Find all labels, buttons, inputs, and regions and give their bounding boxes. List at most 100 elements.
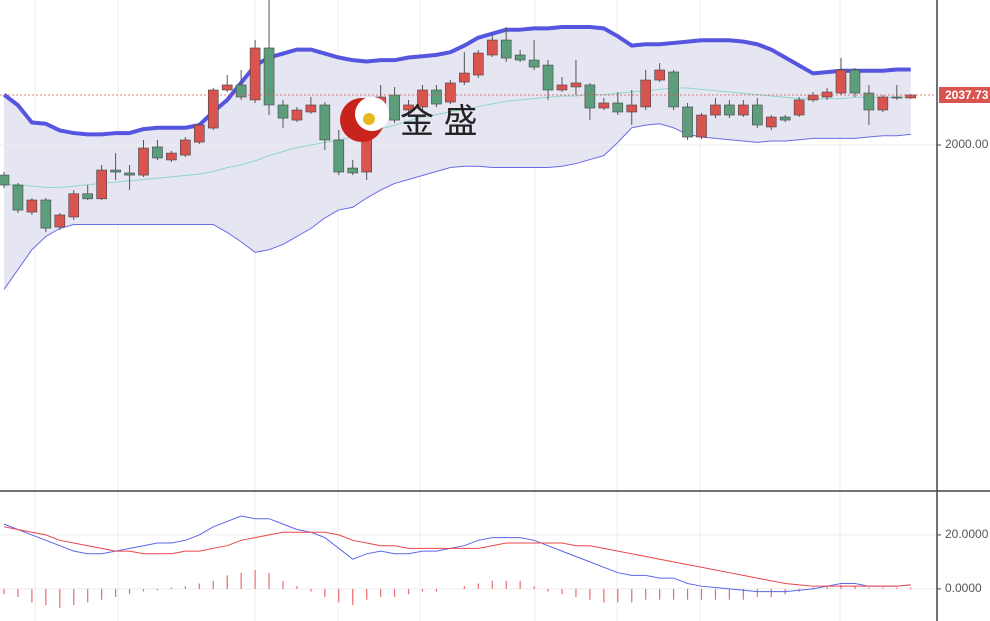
candle-body xyxy=(751,104,763,126)
candle xyxy=(445,80,456,105)
candle-body xyxy=(472,52,484,76)
candle-body xyxy=(40,199,52,229)
candle-body xyxy=(291,109,303,121)
candle-body xyxy=(514,54,526,61)
candle xyxy=(152,139,163,160)
candle xyxy=(235,69,247,100)
candle-body xyxy=(682,106,693,138)
candle-body xyxy=(333,139,345,173)
candle xyxy=(500,27,512,63)
candle-body xyxy=(221,84,233,91)
candle xyxy=(194,122,205,145)
candle-body xyxy=(319,104,331,141)
candle xyxy=(626,89,638,125)
candle xyxy=(417,84,428,111)
candle-body xyxy=(403,104,414,111)
candle xyxy=(26,198,38,215)
candle-body xyxy=(180,139,191,156)
candle-body xyxy=(612,102,624,113)
y-tick-label: 20.0000 xyxy=(945,527,989,541)
band-fill xyxy=(4,27,911,290)
candle-body xyxy=(207,89,219,129)
candle xyxy=(821,88,833,100)
candle-body xyxy=(542,64,554,91)
candle-body xyxy=(584,84,596,109)
candle-body xyxy=(598,102,610,109)
candle xyxy=(124,165,135,191)
candle xyxy=(542,60,554,100)
candle-body xyxy=(779,116,791,121)
candle-body xyxy=(459,72,470,83)
candle xyxy=(682,102,693,140)
candle-body xyxy=(528,59,540,68)
candle xyxy=(668,69,679,111)
candle xyxy=(486,34,498,57)
candle xyxy=(291,106,303,123)
candle-body xyxy=(68,193,80,218)
candle-body xyxy=(877,96,889,111)
macd-line xyxy=(3,526,911,587)
candle-body xyxy=(486,39,498,56)
candle xyxy=(472,49,484,79)
candle-body xyxy=(445,82,456,103)
candle xyxy=(305,97,317,114)
candle xyxy=(891,84,903,100)
candle-body xyxy=(500,39,512,59)
candle-body xyxy=(26,199,38,213)
candle xyxy=(696,113,707,140)
candle-body xyxy=(807,94,819,101)
candle-body xyxy=(305,104,317,113)
last-price-label: 2037.73 xyxy=(945,88,989,102)
candle xyxy=(779,115,791,123)
candle xyxy=(389,86,400,123)
candle xyxy=(612,91,624,116)
candle xyxy=(905,93,917,99)
candle-body xyxy=(738,104,749,116)
candle-body xyxy=(194,124,205,143)
y-tick-label: 2000.00 xyxy=(945,137,989,151)
candle xyxy=(459,51,470,85)
candle xyxy=(849,67,861,98)
candle-body xyxy=(235,84,247,98)
candle-body xyxy=(389,94,400,121)
candle-body xyxy=(626,104,638,113)
candle-body xyxy=(654,69,665,81)
candle xyxy=(877,95,889,112)
candle xyxy=(835,58,847,96)
candle xyxy=(863,84,875,125)
candle xyxy=(347,159,359,176)
candle-body xyxy=(12,184,24,211)
candle-body xyxy=(821,91,833,98)
candle xyxy=(96,165,107,201)
candle xyxy=(556,77,568,92)
candle-body xyxy=(152,146,163,159)
candle-body xyxy=(849,69,861,94)
candle xyxy=(333,130,345,176)
candle-body xyxy=(263,47,275,106)
candle xyxy=(54,212,66,231)
candle-body xyxy=(110,169,121,173)
candle xyxy=(249,40,261,103)
candle xyxy=(207,88,219,131)
candle-body xyxy=(166,152,177,161)
candle-body xyxy=(668,71,679,108)
candle xyxy=(528,40,540,70)
candle xyxy=(40,198,52,233)
candle xyxy=(110,153,121,180)
candle xyxy=(12,183,24,213)
candle xyxy=(584,82,596,121)
candle xyxy=(514,49,526,63)
candle-body xyxy=(82,193,93,200)
candle-body xyxy=(347,167,359,174)
candle-body xyxy=(277,104,289,119)
candle xyxy=(68,190,80,221)
candle-body xyxy=(863,92,875,111)
candle xyxy=(0,172,10,189)
macd-line xyxy=(3,515,911,593)
candle xyxy=(138,139,149,178)
candle xyxy=(277,99,289,129)
candle-body xyxy=(124,172,135,176)
candle xyxy=(765,115,777,131)
candle xyxy=(738,99,749,118)
candle xyxy=(724,99,735,119)
